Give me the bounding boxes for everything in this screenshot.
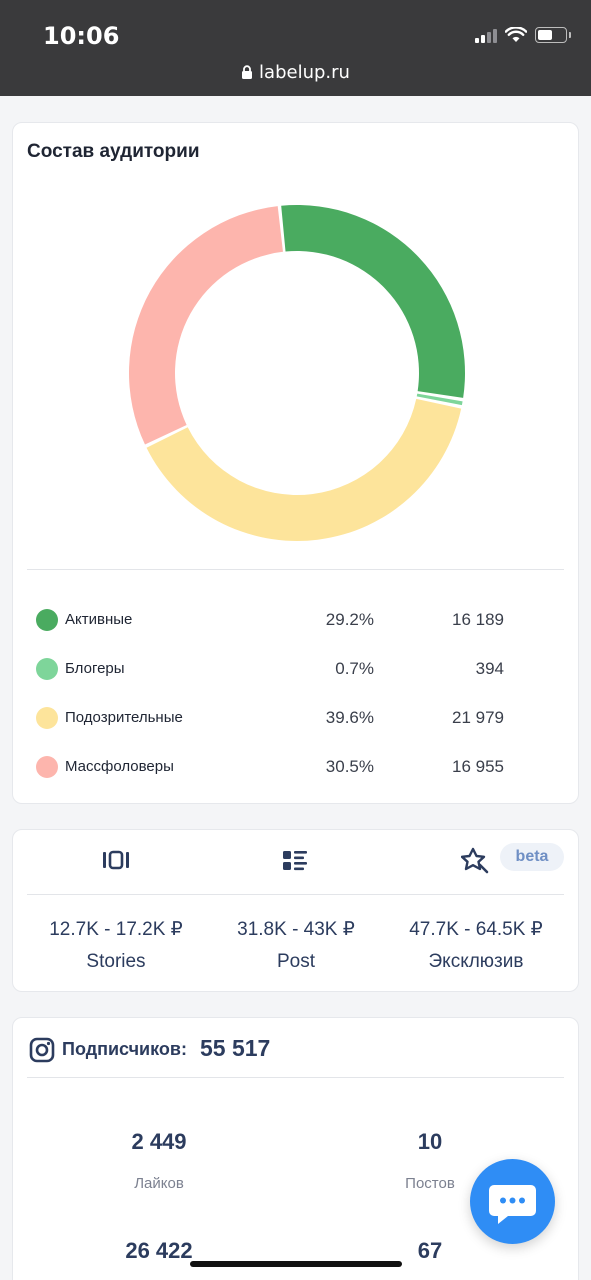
divider <box>27 569 564 570</box>
stat-label: Лайков <box>134 1175 184 1192</box>
legend-percent: 30.5% <box>325 757 374 776</box>
legend-dot-suspicious <box>36 707 58 729</box>
audience-title: Состав аудитории <box>27 141 200 162</box>
stat-posts: 10 Постов <box>330 1129 530 1192</box>
donut-slice-massfollowers[interactable] <box>129 206 283 445</box>
pricing-card: beta 12.7K - 17.2K ₽ Stories 31.8K - 43K… <box>12 829 579 992</box>
legend-percent: 39.6% <box>325 708 374 727</box>
lock-icon <box>242 65 253 79</box>
legend-row-suspicious: Подозрительные 39.6% 21 979 <box>27 693 564 742</box>
battery-icon <box>535 27 571 43</box>
legend-count: 394 <box>475 659 504 678</box>
legend-count: 21 979 <box>452 708 504 727</box>
format-price: 31.8K - 43K ₽ <box>237 919 355 940</box>
chat-button[interactable] <box>470 1159 555 1244</box>
stat-4: 67 <box>330 1238 530 1264</box>
instagram-icon <box>29 1037 55 1063</box>
legend-percent: 29.2% <box>325 610 374 629</box>
stat-value: 2 449 <box>131 1129 187 1154</box>
stat-likes: 2 449 Лайков <box>59 1129 259 1192</box>
chat-bubble-icon <box>489 1185 536 1224</box>
subscribers-label: Подписчиков: <box>62 1039 187 1059</box>
audience-donut-chart <box>127 203 467 543</box>
star-exclusive-icon[interactable] <box>461 846 491 874</box>
post-list-icon[interactable] <box>281 846 311 874</box>
donut-slice-suspicious[interactable] <box>146 398 462 541</box>
audience-card: Состав аудитории Активные 29.2% 16 189 Б… <box>12 122 579 804</box>
legend-dot-bloggers <box>36 658 58 680</box>
legend-dot-massfollowers <box>36 756 58 778</box>
format-name: Post <box>276 951 316 972</box>
signal-icon <box>475 27 497 43</box>
stat-3: 26 422 <box>59 1238 259 1264</box>
beta-badge: beta <box>500 843 564 871</box>
address-bar[interactable]: labelup.ru <box>0 62 591 83</box>
format-stories: 12.7K - 17.2K ₽ Stories <box>26 918 206 973</box>
format-post: 31.8K - 43K ₽ Post <box>206 918 386 973</box>
stat-value: 67 <box>417 1238 443 1263</box>
format-name: Эксклюзив <box>428 951 524 972</box>
browser-status-bar: 10:06 labelup.ru <box>0 0 591 96</box>
legend-row-active: Активные 29.2% 16 189 <box>27 595 564 644</box>
stat-label: Постов <box>405 1175 455 1192</box>
wifi-icon <box>505 27 527 42</box>
legend-label: Подозрительные <box>65 709 183 726</box>
divider <box>27 894 564 895</box>
format-price: 12.7K - 17.2K ₽ <box>49 919 183 940</box>
legend-row-bloggers: Блогеры 0.7% 394 <box>27 644 564 693</box>
stat-value: 10 <box>417 1129 443 1154</box>
legend-label: Блогеры <box>65 660 125 677</box>
donut-slice-bloggers[interactable] <box>416 393 463 406</box>
format-exclusive: 47.7K - 64.5K ₽ Эксклюзив <box>386 918 566 973</box>
divider <box>27 1077 564 1078</box>
format-price: 47.7K - 64.5K ₽ <box>409 919 543 940</box>
legend-count: 16 955 <box>452 757 504 776</box>
audience-legend: Активные 29.2% 16 189 Блогеры 0.7% 394 П… <box>27 595 564 791</box>
instagram-stats-card: Подписчиков: 55 517 2 449 Лайков 10 Пост… <box>12 1017 579 1280</box>
legend-percent: 0.7% <box>335 659 374 678</box>
format-tabs: beta <box>13 830 578 894</box>
legend-label: Массфоловеры <box>65 758 174 775</box>
stories-icon[interactable] <box>101 846 131 874</box>
stat-value: 26 422 <box>125 1238 193 1263</box>
legend-row-massfollowers: Массфоловеры 30.5% 16 955 <box>27 742 564 791</box>
format-name: Stories <box>86 951 146 972</box>
status-icons <box>475 25 571 45</box>
clock: 10:06 <box>43 22 120 50</box>
legend-count: 16 189 <box>452 610 504 629</box>
donut-slice-active[interactable] <box>281 205 466 398</box>
legend-dot-active <box>36 609 58 631</box>
legend-label: Активные <box>65 611 133 628</box>
home-indicator <box>190 1261 402 1267</box>
subscribers-value: 55 517 <box>200 1035 271 1061</box>
url-text: labelup.ru <box>259 62 350 83</box>
